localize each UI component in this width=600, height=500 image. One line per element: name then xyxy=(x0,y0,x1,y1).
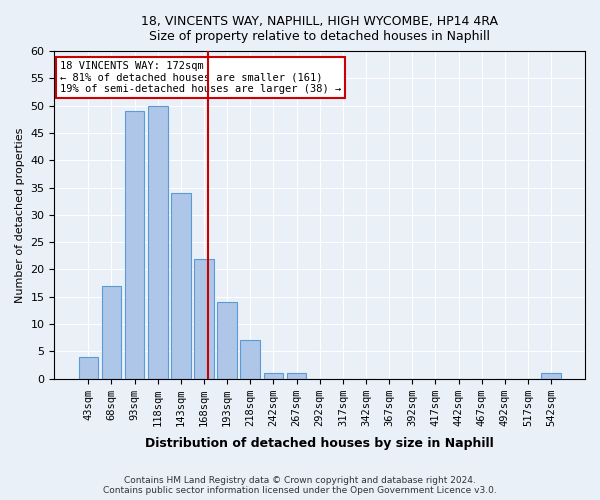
Bar xyxy=(263,373,283,378)
Y-axis label: Number of detached properties: Number of detached properties xyxy=(15,127,25,302)
Title: 18, VINCENTS WAY, NAPHILL, HIGH WYCOMBE, HP14 4RA
Size of property relative to d: 18, VINCENTS WAY, NAPHILL, HIGH WYCOMBE,… xyxy=(141,15,498,43)
Text: 18 VINCENTS WAY: 172sqm
← 81% of detached houses are smaller (161)
19% of semi-d: 18 VINCENTS WAY: 172sqm ← 81% of detache… xyxy=(60,61,341,94)
Bar xyxy=(125,111,145,378)
Bar xyxy=(79,357,98,378)
Bar xyxy=(541,373,561,378)
Bar xyxy=(171,193,191,378)
Text: Contains HM Land Registry data © Crown copyright and database right 2024.
Contai: Contains HM Land Registry data © Crown c… xyxy=(103,476,497,495)
Bar xyxy=(194,258,214,378)
Bar xyxy=(287,373,307,378)
Bar xyxy=(217,302,237,378)
Bar xyxy=(148,106,167,378)
X-axis label: Distribution of detached houses by size in Naphill: Distribution of detached houses by size … xyxy=(145,437,494,450)
Bar xyxy=(101,286,121,378)
Bar xyxy=(241,340,260,378)
